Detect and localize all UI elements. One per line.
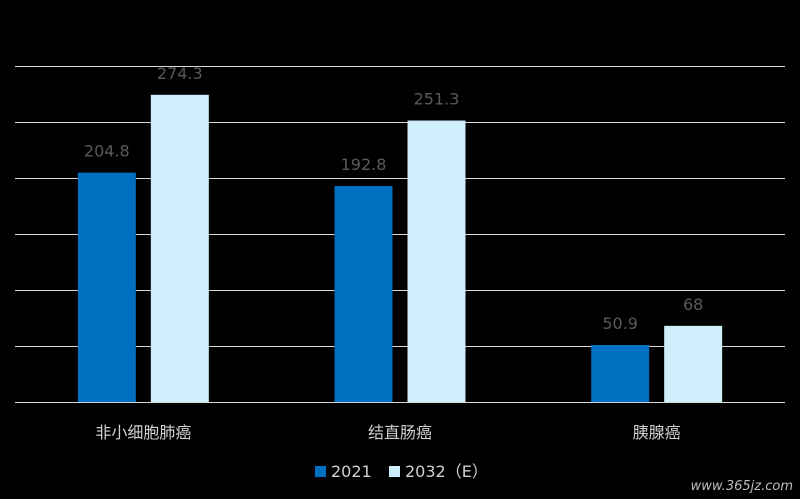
category-label: 非小细胞肺癌 — [95, 423, 191, 442]
bar-series-2 — [407, 120, 466, 402]
legend-swatch — [389, 466, 400, 477]
legend: 2021 2032（E） — [315, 462, 488, 481]
category-labels: 非小细胞肺癌 结直肠癌 胰腺癌 — [95, 423, 680, 442]
bar-series-2 — [664, 325, 723, 402]
data-label: 204.8 — [84, 142, 130, 161]
category-label: 结直肠癌 — [368, 423, 432, 442]
data-label: 50.9 — [602, 314, 638, 333]
data-label: 274.3 — [157, 64, 203, 83]
bar-series-2 — [150, 94, 209, 402]
category-label: 胰腺癌 — [633, 423, 681, 442]
data-labels: 204.8 274.3 192.8 251.3 50.9 68 — [84, 64, 703, 333]
bar-series-1 — [77, 172, 136, 402]
watermark: www.365jz.com — [691, 479, 793, 494]
data-label: 68 — [683, 295, 703, 314]
legend-label: 2032（E） — [405, 462, 488, 481]
bar-series-1 — [334, 186, 393, 402]
bars — [77, 94, 723, 402]
watermark-text: www.365jz.com — [691, 479, 793, 494]
legend-swatch — [315, 466, 326, 477]
data-label: 192.8 — [341, 155, 387, 174]
data-label: 251.3 — [414, 90, 460, 109]
bar-series-1 — [591, 344, 650, 402]
gridlines — [15, 66, 785, 403]
legend-label: 2021 — [331, 462, 372, 481]
